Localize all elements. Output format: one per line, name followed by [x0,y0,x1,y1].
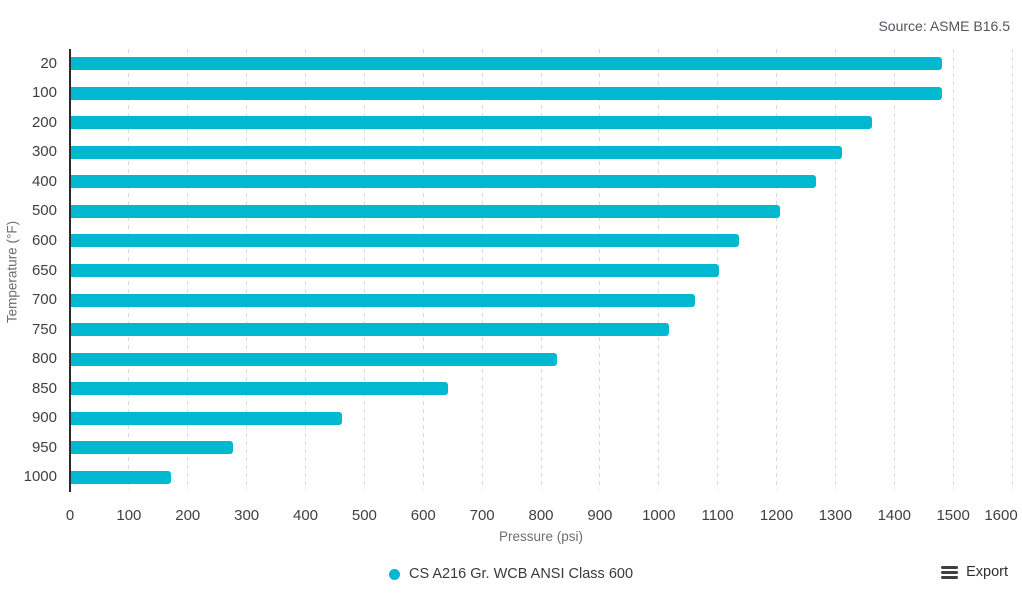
y-tick-label-1000: 1000 [23,468,57,486]
bar-950F[interactable] [71,441,233,455]
x-tick-label-1600: 1600 [984,507,1018,524]
bar-900F[interactable] [71,411,342,425]
y-tick-label-900: 900 [31,409,57,427]
x-tick-label-800: 800 [528,507,554,524]
x-tick-label-300: 300 [234,507,260,524]
y-tick-label-750: 750 [31,320,57,338]
y-tick-label-800: 800 [31,350,57,368]
y-axis-line [69,49,71,492]
bar-20F[interactable] [71,57,943,71]
export-button[interactable]: Export [941,564,1008,580]
bar-700F[interactable] [71,293,696,307]
y-tick-label-200: 200 [31,113,57,131]
y-tick-label-100: 100 [31,84,57,102]
source-note: Source: ASME B16.5 [878,18,1010,34]
y-tick-label-850: 850 [31,379,57,397]
hamburger-icon [941,565,959,579]
y-tick-label-650: 650 [31,261,57,279]
x-tick-label-700: 700 [469,507,495,524]
gridline-1400 [893,49,895,490]
bar-500F[interactable] [71,204,781,218]
x-tick-label-1200: 1200 [759,507,794,524]
y-tick-label-950: 950 [31,438,57,456]
bar-600F[interactable] [71,234,740,248]
bar-850F[interactable] [71,382,448,396]
bar-650F[interactable] [71,264,719,277]
x-tick-label-1000: 1000 [642,507,676,524]
x-tick-label-400: 400 [292,507,319,524]
export-label: Export [966,564,1008,580]
gridline-1300 [834,49,836,490]
bar-200F[interactable] [71,116,872,130]
y-tick-label-500: 500 [31,202,57,220]
y-tick-label-300: 300 [31,143,57,161]
plot-area [70,49,1013,492]
x-tick-label-0: 0 [65,507,75,524]
bar-800F[interactable] [71,352,557,366]
x-tick-label-500: 500 [351,507,377,524]
bar-400F[interactable] [71,175,816,189]
x-tick-label-1100: 1100 [701,507,734,524]
bar-750F[interactable] [71,323,669,337]
bar-300F[interactable] [71,145,843,159]
y-tick-label-700: 700 [31,291,57,309]
gridline-1600 [1011,49,1013,490]
y-tick-label-20: 20 [40,54,57,72]
legend-item[interactable]: CS A216 Gr. WCB ANSI Class 600 [388,566,634,582]
x-tick-label-1300: 1300 [818,507,853,524]
x-tick-label-1500: 1500 [936,507,970,524]
legend-marker-icon [388,568,400,580]
bar-100F[interactable] [71,86,943,100]
legend-label: CS A216 Gr. WCB ANSI Class 600 [408,566,634,582]
x-tick-label-200: 200 [175,507,201,524]
x-tick-label-600: 600 [410,507,436,524]
x-tick-label-900: 900 [587,507,613,524]
gridline-1500 [952,49,954,490]
y-tick-label-400: 400 [31,172,57,190]
bar-1000F[interactable] [71,470,172,484]
x-tick-label-1400: 1400 [877,507,911,524]
x-axis-title: Pressure (psi) [498,529,584,544]
gridline-1200 [776,49,777,490]
y-tick-label-600: 600 [31,231,57,249]
x-tick-label-100: 100 [116,507,142,524]
